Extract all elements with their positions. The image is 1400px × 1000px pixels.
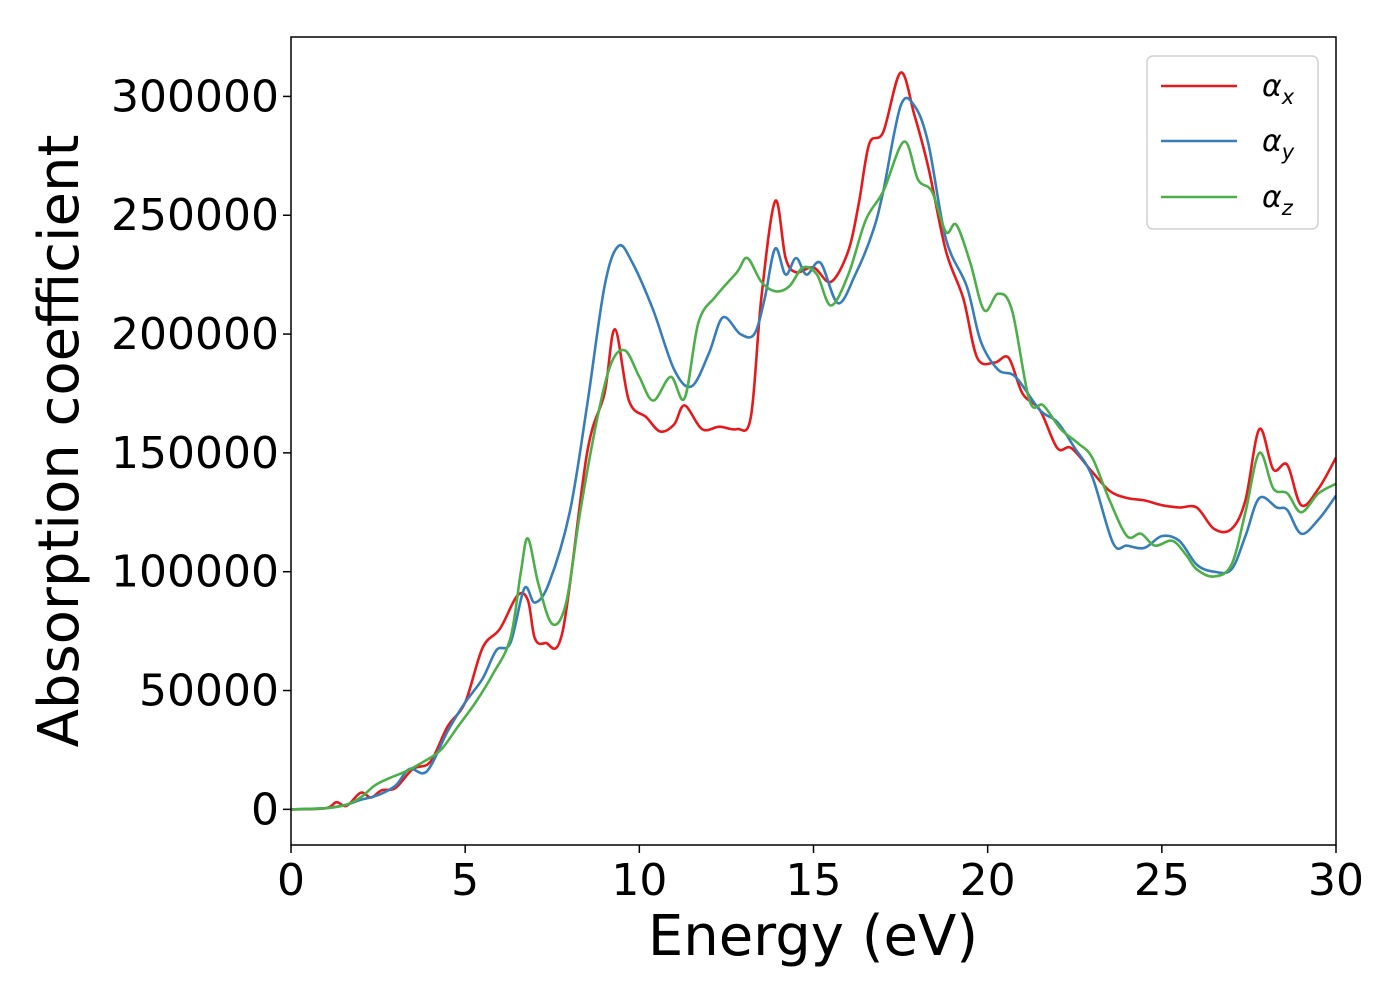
y-tick-label: 250000 xyxy=(111,190,279,241)
legend-symbol: α xyxy=(1262,124,1282,159)
y-tick-label: 50000 xyxy=(139,666,279,717)
plot-area xyxy=(291,71,1336,811)
y-tick-label: 150000 xyxy=(111,428,279,479)
x-axis: 0 5 10 15 20 25 30 xyxy=(277,845,1364,906)
x-tick-label: 30 xyxy=(1308,855,1364,906)
series-line-y xyxy=(291,96,1336,811)
x-tick-label: 10 xyxy=(611,855,667,906)
x-tick-label: 20 xyxy=(960,855,1016,906)
y-tick-label: 200000 xyxy=(111,309,279,360)
x-tick-label: 15 xyxy=(786,855,842,906)
y-tick-label: 300000 xyxy=(111,71,279,122)
legend-subscript: y xyxy=(1281,140,1295,164)
x-tick-label: 5 xyxy=(451,855,479,906)
series-line-z xyxy=(291,140,1336,811)
plot-frame xyxy=(290,36,1337,846)
legend-label-y: αy xyxy=(1262,124,1295,164)
legend-frame xyxy=(1146,55,1319,230)
x-tick-label: 0 xyxy=(277,855,305,906)
y-axis: 0 50000 100000 150000 200000 250000 300000 xyxy=(111,71,291,835)
legend-symbol: α xyxy=(1262,69,1282,104)
x-axis-title: Energy (eV) xyxy=(648,904,978,969)
legend-label-z: αz xyxy=(1262,180,1294,220)
legend-label-x: αx xyxy=(1262,69,1295,109)
legend-subscript: z xyxy=(1281,196,1294,220)
legend-subscript: x xyxy=(1281,85,1295,109)
y-tick-label: 100000 xyxy=(111,547,279,598)
x-tick-label: 25 xyxy=(1134,855,1190,906)
y-axis-title: Absorption coefficient xyxy=(27,135,92,748)
y-tick-label: 0 xyxy=(251,784,279,835)
legend-symbol: α xyxy=(1262,180,1282,215)
